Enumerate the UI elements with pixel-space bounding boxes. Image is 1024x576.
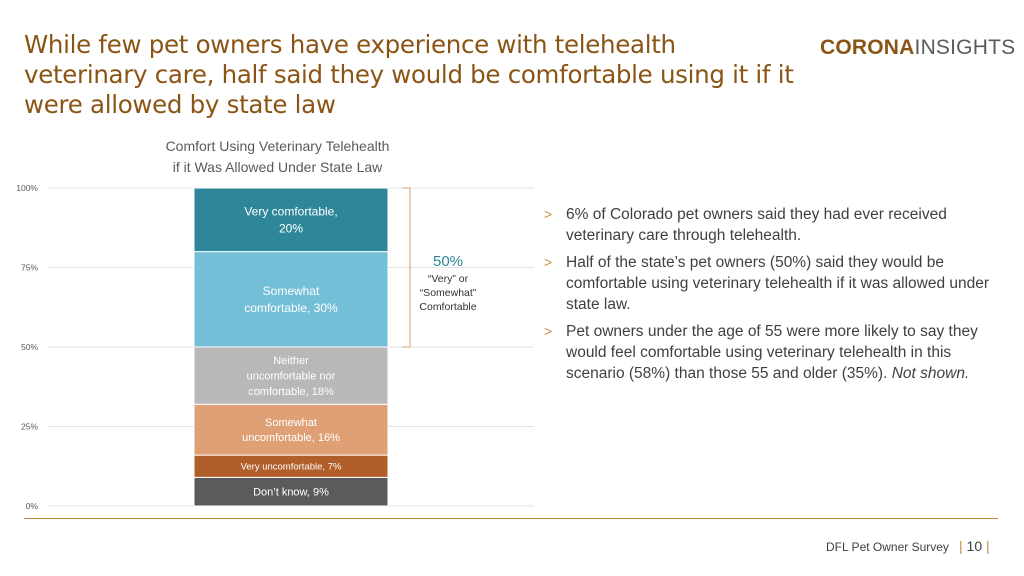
bar-segment	[193, 346, 389, 405]
chart-title-line-2: if it Was Allowed Under State Law	[172, 159, 383, 175]
y-tick-label: 25%	[21, 422, 38, 432]
logo-bold-text: CORONA	[820, 36, 915, 59]
corona-insights-logo: CORONAINSIGHTS	[820, 36, 1015, 60]
segment-label: comfortable, 30%	[244, 301, 338, 315]
bracket-caption: “Somewhat”	[420, 287, 477, 299]
segment-label: comfortable, 18%	[248, 386, 334, 398]
segment-label: Somewhat	[263, 284, 320, 298]
bracket-value-label: 50%	[433, 253, 463, 270]
segment-label: Very comfortable,	[244, 205, 337, 219]
y-tick-label: 100%	[16, 183, 38, 193]
finding-text: Half of the state’s pet owners (50%) sai…	[566, 254, 990, 313]
logo-light-text: INSIGHTS	[914, 36, 1016, 59]
footer-divider	[24, 518, 998, 519]
key-findings-list: >6% of Colorado pet owners said they had…	[544, 204, 994, 390]
finding-text: 6% of Colorado pet owners said they had …	[566, 206, 947, 244]
stacked-bar-chart: 0% 25% 50% 75% 100% Don’t know, 9% Very uncomf…	[16, 183, 534, 511]
bar-segment	[193, 251, 389, 348]
y-tick-label: 0%	[26, 501, 39, 511]
slide-title: While few pet owners have experience wit…	[24, 30, 794, 119]
segment-label: Somewhat	[265, 417, 317, 429]
bracket-line	[402, 187, 411, 348]
y-tick-label: 75%	[21, 263, 38, 273]
segment-label: Don’t know, 9%	[253, 487, 329, 499]
finding-item: > Pet owners under the age of 55 were mor…	[544, 321, 994, 384]
bullet-chevron-icon: >	[544, 206, 553, 222]
segment-label: Neither	[273, 355, 309, 367]
bar-segment	[193, 476, 389, 507]
finding-text: Pet owners under the age of 55 were more…	[566, 323, 978, 382]
bullet-chevron-icon: >	[544, 254, 553, 270]
bar-segment	[193, 403, 389, 456]
bullet-chevron-icon: >	[544, 323, 553, 339]
bracket-caption: “Very” or	[428, 273, 469, 285]
y-tick-label: 50%	[21, 342, 38, 352]
finding-item: >6% of Colorado pet owners said they had…	[544, 204, 994, 246]
segment-label: uncomfortable nor	[247, 370, 336, 382]
page-number: | 10 |	[959, 538, 990, 554]
segment-label: uncomfortable, 16%	[242, 432, 340, 444]
bracket-caption: Comfortable	[419, 301, 476, 313]
chart-title: Comfort Using Veterinary Telehealth if i…	[140, 136, 415, 178]
bar-segment	[193, 187, 389, 253]
footer-survey-name: DFL Pet Owner Survey	[826, 540, 949, 554]
segment-label: Very uncomfortable, 7%	[241, 462, 342, 473]
segment-label: 20%	[279, 221, 303, 235]
page-number-value: 10	[966, 538, 983, 554]
chart-title-line-1: Comfort Using Veterinary Telehealth	[165, 138, 390, 154]
finding-emphasis: Not shown.	[891, 365, 970, 382]
finding-item: > Half of the state’s pet owners (50%) sa…	[544, 252, 994, 315]
